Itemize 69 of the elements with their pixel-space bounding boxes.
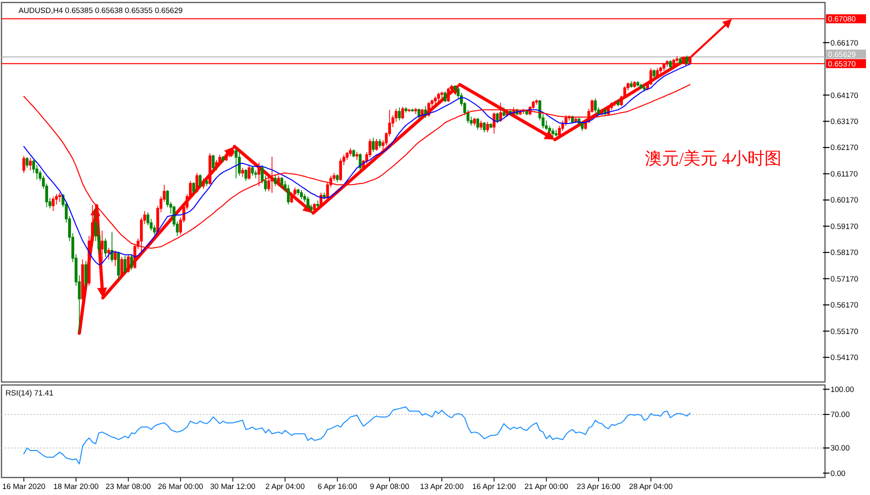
- candlestick: [492, 112, 496, 134]
- candlestick: [640, 83, 642, 90]
- candlestick: [404, 107, 408, 114]
- candlestick: [100, 230, 104, 263]
- candlestick: [124, 255, 126, 274]
- candlestick: [496, 112, 499, 124]
- candlestick: [486, 121, 489, 133]
- candlestick: [300, 190, 303, 200]
- candlestick: [414, 108, 418, 114]
- candlestick: [202, 178, 205, 190]
- candlestick: [446, 87, 450, 103]
- candlestick: [473, 118, 476, 126]
- candlestick: [270, 156, 274, 194]
- candlestick: [408, 108, 411, 113]
- candlestick: [356, 152, 358, 160]
- candlestick: [195, 172, 198, 194]
- candlestick: [614, 100, 616, 106]
- candlestick: [401, 106, 404, 120]
- candlestick: [26, 156, 28, 168]
- candlestick: [58, 192, 62, 202]
- candlestick: [437, 92, 440, 103]
- candlestick: [339, 158, 342, 182]
- candlestick: [424, 106, 427, 118]
- line-series: [23, 406, 691, 464]
- candlestick: [535, 99, 538, 106]
- candlestick: [110, 232, 114, 263]
- candlestick: [316, 200, 320, 208]
- candlestick: [192, 182, 196, 194]
- candlestick: [208, 152, 212, 186]
- candlestick: [277, 175, 280, 186]
- annotation: 澳元/美元 4小时图: [644, 148, 782, 168]
- candlestick: [222, 156, 224, 163]
- candlestick: [306, 196, 310, 209]
- candlestick: [440, 91, 444, 100]
- candlestick: [594, 98, 597, 114]
- candlestick: [248, 164, 251, 180]
- candlestick: [502, 107, 506, 117]
- candlestick: [434, 96, 437, 106]
- candlestick: [375, 138, 378, 152]
- candlestick: [669, 60, 672, 70]
- candlestick: [348, 148, 352, 156]
- candlestick: [104, 238, 107, 258]
- candlestick: [320, 192, 322, 208]
- candlestick: [117, 251, 120, 281]
- candlestick: [444, 91, 447, 103]
- candlestick: [499, 102, 502, 122]
- candlestick: [656, 68, 659, 78]
- candlestick: [84, 260, 88, 289]
- candlestick: [238, 152, 241, 176]
- candlestick: [633, 80, 636, 88]
- candlestick: [241, 167, 244, 178]
- candlestick: [554, 129, 558, 137]
- candlestick: [258, 162, 260, 186]
- candlestick: [254, 170, 258, 179]
- candlestick: [28, 157, 32, 171]
- candlestick: [411, 108, 414, 112]
- candlestick: [296, 188, 300, 196]
- candlestick: [480, 120, 482, 130]
- candlestick: [652, 68, 656, 79]
- candlestick: [600, 108, 604, 116]
- candlestick: [251, 166, 254, 176]
- candlestick: [551, 128, 554, 138]
- candlestick: [313, 202, 316, 212]
- candlestick: [659, 66, 662, 74]
- candlestick: [130, 254, 133, 270]
- candlestick: [398, 107, 401, 121]
- candlestick: [286, 184, 290, 205]
- candlestick: [234, 148, 238, 179]
- candlestick: [244, 168, 248, 182]
